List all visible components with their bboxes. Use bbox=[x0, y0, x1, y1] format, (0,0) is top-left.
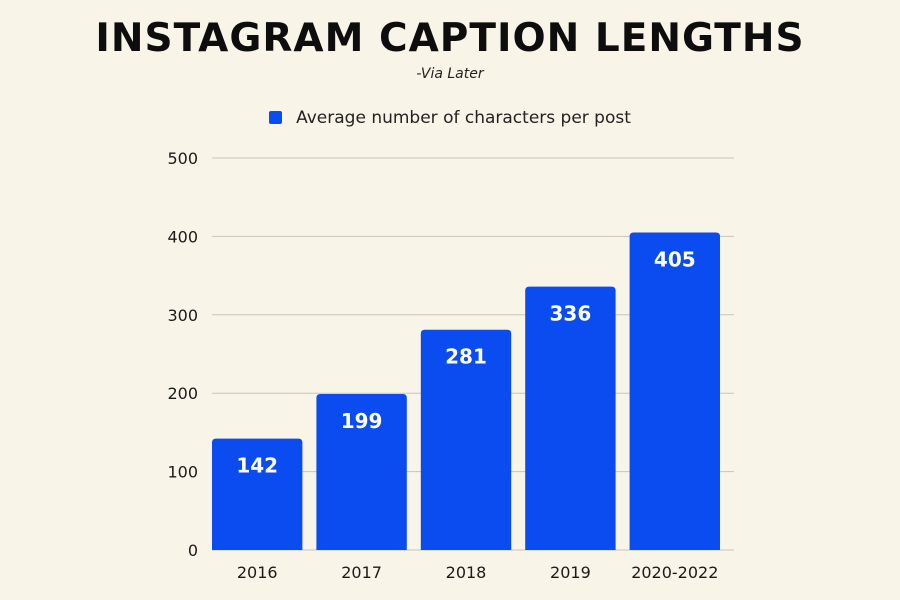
bar-2020-2022 bbox=[629, 232, 720, 551]
y-tick-label-400: 400 bbox=[167, 227, 198, 246]
y-tick-label-0: 0 bbox=[188, 541, 198, 560]
x-tick-label-2019: 2019 bbox=[550, 563, 591, 582]
data-label-2018: 281 bbox=[445, 345, 487, 369]
legend-swatch bbox=[269, 111, 283, 124]
y-tick-label-100: 100 bbox=[167, 463, 198, 482]
bar-2016 bbox=[212, 438, 303, 550]
data-label-2017: 199 bbox=[341, 409, 383, 433]
x-tick-label-2017: 2017 bbox=[341, 563, 382, 582]
data-label-2019: 336 bbox=[550, 302, 592, 326]
bar-2019 bbox=[525, 286, 616, 550]
y-tick-label-200: 200 bbox=[167, 384, 198, 403]
legend: Average number of characters per post bbox=[0, 108, 900, 128]
bar-2018 bbox=[420, 329, 512, 550]
chart-title: INSTAGRAM CAPTION LENGTHS bbox=[95, 16, 805, 61]
y-tick-label-300: 300 bbox=[167, 306, 198, 325]
x-tick-label-2020-2022: 2020-2022 bbox=[631, 563, 718, 582]
bar-2017 bbox=[316, 393, 407, 550]
data-label-2016: 142 bbox=[236, 454, 278, 478]
legend-label: Average number of characters per post bbox=[296, 108, 631, 128]
chart-subtitle: -Via Later bbox=[416, 66, 484, 82]
x-tick-label-2016: 2016 bbox=[237, 563, 278, 582]
x-tick-label-2018: 2018 bbox=[446, 563, 487, 582]
data-label-2020-2022: 405 bbox=[654, 247, 696, 271]
y-tick-label-500: 500 bbox=[167, 149, 198, 168]
